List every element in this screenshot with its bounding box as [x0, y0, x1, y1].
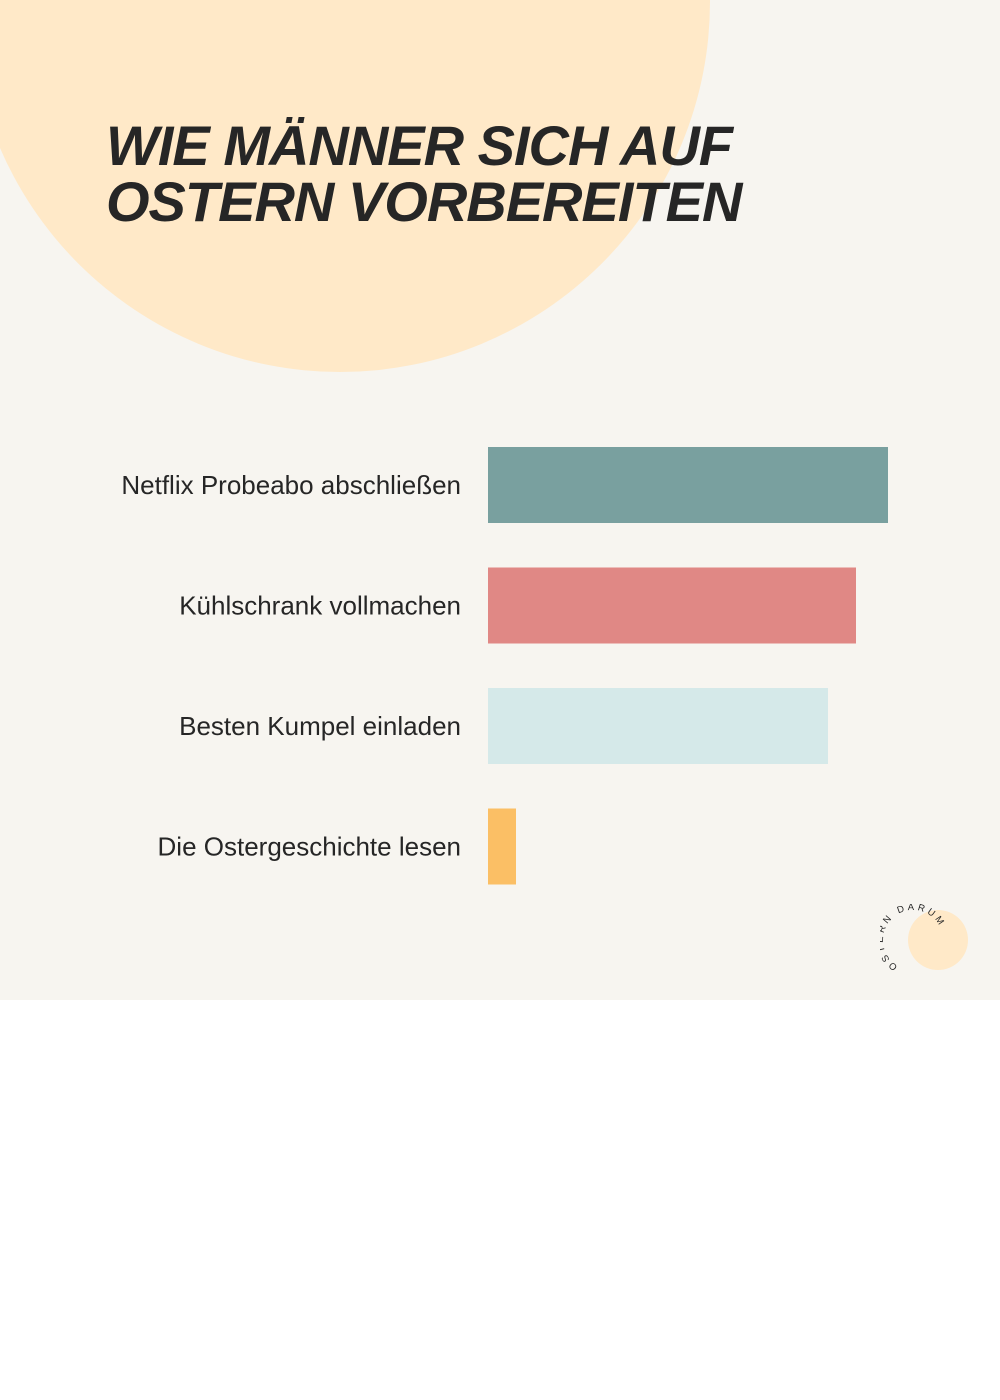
- logo-text: OSTERN DARUM: [880, 904, 948, 973]
- bar-2: [488, 567, 856, 644]
- bar-chart: Netflix Probeabo abschließen Kühlschrank …: [121, 447, 888, 885]
- logo-ring-text: OSTERN DARUM: [880, 904, 948, 973]
- bar-4: [488, 808, 516, 885]
- bar-label-2: Kühlschrank vollmachen: [179, 591, 461, 621]
- infographic-card: WIE MÄNNER SICH AUF OSTERN VORBEREITEN N…: [0, 0, 1000, 1000]
- title-line-2: OSTERN VORBEREITEN: [106, 170, 742, 233]
- title-line-1: WIE MÄNNER SICH AUF: [106, 114, 733, 177]
- logo-circle: [908, 910, 968, 970]
- bar-label-4: Die Ostergeschichte lesen: [158, 832, 461, 862]
- ostern-darum-logo: OSTERN DARUM: [880, 904, 974, 976]
- bar-1: [488, 447, 888, 523]
- bar-3: [488, 688, 828, 764]
- page-title: WIE MÄNNER SICH AUF OSTERN VORBEREITEN: [106, 114, 742, 233]
- bar-label-3: Besten Kumpel einladen: [179, 711, 461, 741]
- bar-label-1: Netflix Probeabo abschließen: [121, 470, 461, 500]
